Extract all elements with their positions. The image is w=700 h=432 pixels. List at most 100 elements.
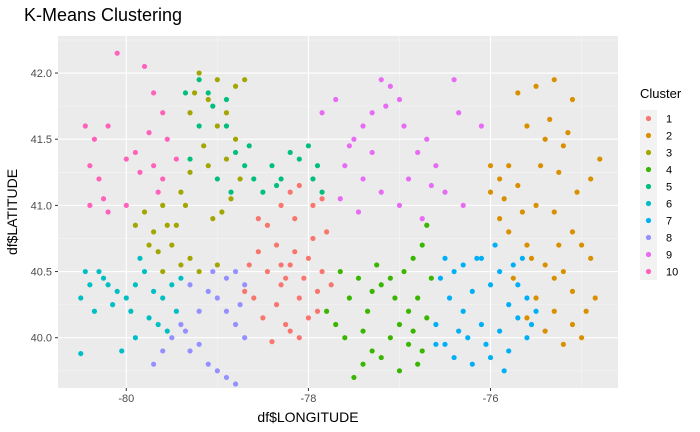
point-cluster-3: [187, 169, 193, 175]
point-cluster-7: [501, 368, 507, 374]
point-cluster-2: [542, 328, 548, 334]
point-cluster-4: [396, 321, 403, 328]
point-cluster-9: [378, 189, 384, 195]
point-cluster-5: [182, 90, 189, 96]
point-cluster-3: [132, 222, 138, 228]
point-cluster-3: [155, 249, 161, 255]
legend-label-5: 5: [666, 182, 672, 194]
point-cluster-1: [264, 222, 271, 228]
point-cluster-1: [278, 282, 284, 288]
point-cluster-2: [542, 136, 548, 142]
point-cluster-4: [410, 328, 416, 334]
point-cluster-10: [105, 123, 111, 129]
point-cluster-3: [196, 268, 202, 275]
point-cluster-3: [178, 189, 184, 195]
point-cluster-2: [524, 242, 530, 248]
point-cluster-5: [210, 103, 216, 109]
point-cluster-1: [251, 295, 257, 301]
point-cluster-8: [196, 341, 202, 347]
point-cluster-10: [141, 63, 148, 70]
point-cluster-3: [232, 83, 239, 89]
point-cluster-7: [478, 321, 485, 328]
point-cluster-6: [78, 350, 84, 357]
point-cluster-5: [214, 176, 220, 182]
point-cluster-7: [465, 335, 471, 341]
legend-key-6: [645, 200, 652, 207]
point-cluster-3: [228, 196, 234, 202]
point-cluster-10: [100, 196, 107, 202]
point-cluster-2: [583, 308, 589, 314]
point-cluster-2: [551, 308, 557, 314]
point-cluster-4: [396, 368, 403, 374]
point-cluster-7: [433, 321, 439, 328]
point-cluster-4: [360, 328, 366, 334]
point-cluster-6: [128, 308, 134, 314]
point-cluster-10: [82, 123, 88, 129]
point-cluster-10: [96, 176, 102, 182]
point-cluster-6: [132, 335, 138, 341]
point-cluster-7: [487, 282, 494, 288]
point-cluster-6: [160, 295, 166, 301]
point-cluster-9: [387, 83, 393, 89]
point-cluster-2: [569, 321, 576, 328]
point-cluster-2: [524, 123, 530, 129]
point-cluster-8: [205, 361, 211, 367]
point-cluster-9: [442, 189, 448, 195]
point-cluster-1: [283, 321, 289, 328]
point-cluster-6: [100, 275, 107, 281]
point-cluster-4: [355, 275, 362, 281]
x-tick-label: -76: [483, 393, 499, 405]
point-cluster-8: [237, 302, 243, 308]
point-cluster-4: [405, 341, 412, 347]
point-cluster-2: [538, 163, 544, 169]
point-cluster-7: [451, 354, 457, 361]
legend-label-1: 1: [666, 114, 672, 126]
point-cluster-9: [396, 96, 403, 103]
point-cluster-1: [255, 216, 261, 222]
point-cluster-9: [319, 110, 325, 116]
point-cluster-5: [251, 176, 257, 182]
point-cluster-2: [556, 242, 562, 248]
point-cluster-6: [169, 282, 175, 288]
point-cluster-1: [269, 339, 275, 345]
legend-key-9: [645, 251, 652, 258]
legend-key-5: [645, 183, 652, 190]
y-axis-ticks: 40.0 40.5 41.0 41.5 42.0: [31, 68, 58, 345]
point-cluster-2: [597, 156, 603, 162]
legend-label-4: 4: [666, 165, 672, 177]
point-cluster-1: [292, 249, 298, 255]
point-cluster-2: [528, 255, 535, 261]
point-cluster-8: [223, 374, 230, 381]
point-cluster-9: [456, 110, 462, 116]
point-cluster-10: [160, 176, 166, 182]
point-cluster-10: [160, 110, 166, 116]
point-cluster-8: [232, 268, 239, 275]
point-cluster-7: [469, 361, 475, 367]
point-cluster-7: [478, 255, 485, 261]
point-cluster-6: [91, 308, 98, 314]
point-cluster-5: [287, 149, 293, 156]
point-cluster-2: [560, 268, 566, 275]
point-cluster-10: [132, 149, 138, 156]
point-cluster-7: [469, 288, 475, 294]
point-cluster-6: [123, 295, 129, 301]
point-cluster-6: [119, 348, 125, 354]
point-cluster-1: [305, 315, 312, 321]
legend-label-2: 2: [666, 131, 672, 143]
point-cluster-1: [260, 315, 266, 321]
legend-label-9: 9: [666, 250, 672, 262]
point-cluster-5: [314, 163, 321, 169]
point-cluster-9: [369, 149, 375, 156]
point-cluster-10: [87, 163, 93, 169]
point-cluster-4: [369, 288, 375, 294]
point-cluster-4: [342, 335, 348, 341]
point-cluster-1: [310, 235, 316, 242]
point-cluster-8: [187, 348, 193, 354]
point-cluster-8: [196, 308, 202, 314]
point-cluster-8: [169, 335, 175, 341]
point-cluster-3: [178, 262, 184, 268]
point-cluster-9: [460, 202, 466, 208]
point-cluster-10: [123, 202, 129, 208]
point-cluster-8: [210, 268, 216, 275]
